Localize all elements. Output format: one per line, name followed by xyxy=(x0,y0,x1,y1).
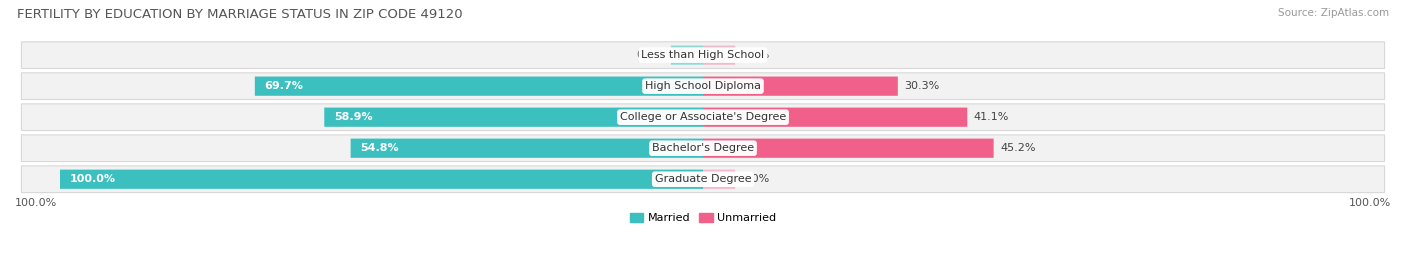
Text: 100.0%: 100.0% xyxy=(70,174,115,184)
Legend: Married, Unmarried: Married, Unmarried xyxy=(626,208,780,228)
Text: 0.0%: 0.0% xyxy=(741,50,770,60)
FancyBboxPatch shape xyxy=(703,45,735,65)
FancyBboxPatch shape xyxy=(21,73,1385,100)
FancyBboxPatch shape xyxy=(21,135,1385,162)
Text: 58.9%: 58.9% xyxy=(333,112,373,122)
FancyBboxPatch shape xyxy=(60,170,703,189)
FancyBboxPatch shape xyxy=(325,108,703,127)
FancyBboxPatch shape xyxy=(21,42,1385,69)
FancyBboxPatch shape xyxy=(21,166,1385,193)
Text: 0.0%: 0.0% xyxy=(741,174,770,184)
Text: 45.2%: 45.2% xyxy=(1000,143,1036,153)
Text: Source: ZipAtlas.com: Source: ZipAtlas.com xyxy=(1278,8,1389,18)
FancyBboxPatch shape xyxy=(703,108,967,127)
Text: Less than High School: Less than High School xyxy=(641,50,765,60)
Text: 100.0%: 100.0% xyxy=(15,199,58,208)
Text: FERTILITY BY EDUCATION BY MARRIAGE STATUS IN ZIP CODE 49120: FERTILITY BY EDUCATION BY MARRIAGE STATU… xyxy=(17,8,463,21)
FancyBboxPatch shape xyxy=(703,139,994,158)
Text: 69.7%: 69.7% xyxy=(264,81,304,91)
FancyBboxPatch shape xyxy=(254,77,703,96)
FancyBboxPatch shape xyxy=(703,77,898,96)
Text: 100.0%: 100.0% xyxy=(1348,199,1391,208)
FancyBboxPatch shape xyxy=(703,170,735,189)
Text: Bachelor's Degree: Bachelor's Degree xyxy=(652,143,754,153)
FancyBboxPatch shape xyxy=(671,45,703,65)
Text: 41.1%: 41.1% xyxy=(974,112,1010,122)
Text: 30.3%: 30.3% xyxy=(904,81,939,91)
FancyBboxPatch shape xyxy=(350,139,703,158)
Text: Graduate Degree: Graduate Degree xyxy=(655,174,751,184)
Text: 54.8%: 54.8% xyxy=(360,143,399,153)
Text: 0.0%: 0.0% xyxy=(636,50,665,60)
Text: College or Associate's Degree: College or Associate's Degree xyxy=(620,112,786,122)
Text: High School Diploma: High School Diploma xyxy=(645,81,761,91)
FancyBboxPatch shape xyxy=(21,104,1385,130)
